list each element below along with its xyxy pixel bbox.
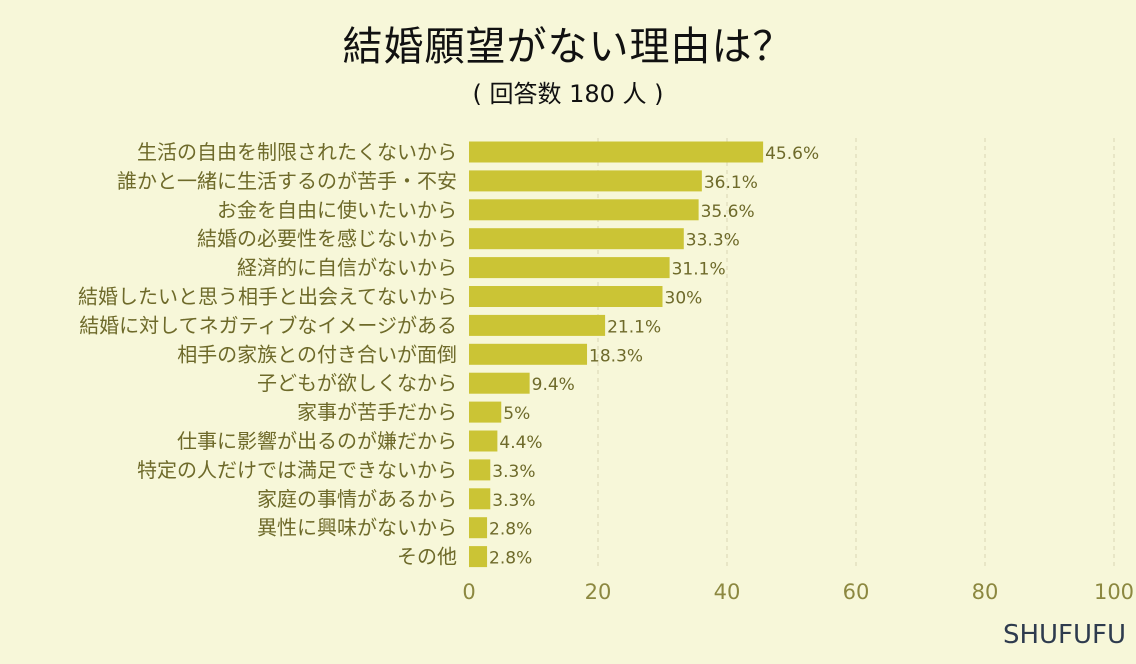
value-label: 2.8% [489,549,532,569]
bar [469,343,588,365]
category-label: 結婚の必要性を感じないから [197,227,457,251]
category-label: その他 [397,545,457,569]
category-label: 家事が苦手だから [297,400,457,424]
category-label: 子どもが欲しくなから [257,371,457,395]
category-label: 結婚したいと思う相手と出会えてないから [78,285,457,309]
value-label: 36.1% [704,173,758,193]
x-tick-label: 40 [714,580,741,604]
category-label: 仕事に影響が出るのが嫌だから [177,429,457,453]
value-label: 45.6% [765,144,819,164]
category-label: 誰かと一緒に生活するのが苦手・不安 [117,169,457,193]
value-label: 18.3% [589,346,643,366]
x-tick-label: 0 [462,580,475,604]
bar [469,546,488,568]
x-tick-label: 20 [585,580,612,604]
value-label: 9.4% [532,375,575,395]
value-label: 31.1% [672,260,726,280]
bar [469,488,491,510]
value-label: 4.4% [499,433,542,453]
x-tick-label: 60 [843,580,870,604]
category-label: 相手の家族との付き合いが面倒 [177,342,457,366]
bar [469,401,502,423]
x-tick-label: 100 [1094,580,1134,604]
category-label: お金を自由に使いたいから [217,198,457,222]
bar [469,372,530,394]
category-label: 異性に興味がないから [257,516,457,540]
bar [469,228,684,250]
value-label: 21.1% [607,317,661,337]
x-tick-label: 80 [972,580,999,604]
value-label: 33.3% [686,231,740,251]
bar [469,286,663,307]
value-label: 3.3% [492,491,535,511]
category-label: 生活の自由を制限されたくないから [137,140,457,164]
chart-title: 結婚願望がない理由は？ [342,24,794,70]
value-label: 3.3% [492,462,535,482]
bar [469,199,699,221]
chart-subtitle: ( 回答数 180 人 ) [472,80,664,108]
bar [469,170,702,192]
bar [469,314,606,336]
bar [469,517,488,539]
category-label: 特定の人だけでは満足できないから [137,458,457,482]
value-label: 35.6% [701,202,755,222]
bar [469,141,764,163]
bar [469,430,498,452]
category-label: 結婚に対してネガティブなイメージがある [79,313,457,337]
value-label: 5% [503,404,530,424]
category-label: 経済的に自信がないから [237,256,457,280]
brand-logo: SHUFUFU [1002,620,1126,650]
bar [469,257,670,279]
value-label: 2.8% [489,520,532,540]
bar [469,459,491,481]
value-label: 30% [665,289,703,309]
category-label: 家庭の事情があるから [257,487,457,511]
